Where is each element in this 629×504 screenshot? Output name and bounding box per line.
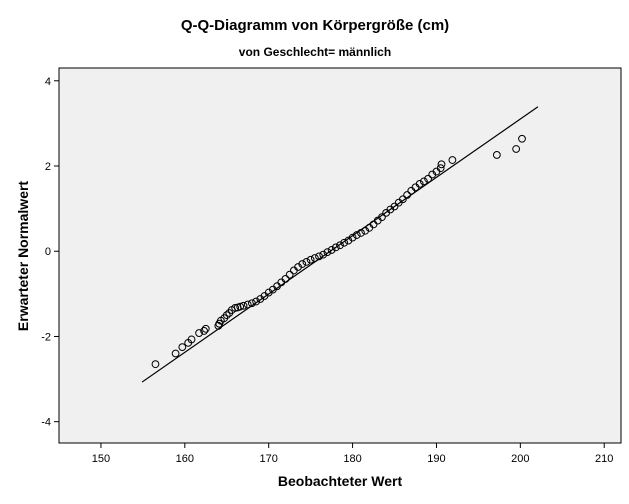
x-tick-label: 160 bbox=[176, 453, 194, 465]
data-point bbox=[195, 329, 203, 337]
y-axis: 4 2 0 -2 -4 bbox=[41, 76, 59, 429]
x-tick-label: 170 bbox=[260, 453, 278, 465]
y-tick-label: -4 bbox=[41, 417, 51, 429]
data-point bbox=[415, 180, 424, 188]
data-point bbox=[281, 275, 290, 283]
data-point bbox=[448, 156, 457, 164]
reference-line bbox=[141, 106, 539, 383]
data-point bbox=[518, 134, 526, 143]
data-point bbox=[248, 299, 256, 308]
chart-subtitle: von Geschlecht= männlich bbox=[239, 45, 391, 59]
data-point bbox=[239, 301, 248, 310]
data-point bbox=[201, 324, 210, 333]
data-point bbox=[327, 246, 336, 254]
x-axis: 150 160 170 180 190 200 210 bbox=[92, 443, 613, 465]
data-point bbox=[319, 250, 328, 259]
data-point bbox=[419, 177, 428, 186]
data-point bbox=[171, 349, 180, 358]
data-point bbox=[151, 360, 160, 369]
plot-area bbox=[58, 67, 622, 444]
data-point bbox=[378, 213, 386, 222]
x-axis-label: Beobachteter Wert bbox=[278, 473, 403, 489]
x-tick-label: 150 bbox=[92, 453, 110, 465]
data-point bbox=[512, 145, 521, 153]
data-point bbox=[252, 297, 261, 306]
data-point bbox=[390, 202, 399, 211]
data-point bbox=[222, 311, 231, 320]
data-point bbox=[340, 238, 349, 247]
data-point bbox=[187, 335, 196, 344]
chart-title: Q-Q-Diagramm von Körpergröße (cm) bbox=[181, 17, 449, 34]
data-point bbox=[492, 151, 501, 159]
y-tick-label: 0 bbox=[45, 246, 51, 258]
data-point bbox=[424, 174, 432, 183]
data-point bbox=[306, 255, 315, 264]
data-points bbox=[151, 134, 526, 369]
x-tick-label: 210 bbox=[595, 453, 613, 465]
data-point bbox=[331, 243, 340, 252]
x-tick-label: 180 bbox=[343, 453, 361, 465]
data-point bbox=[302, 257, 311, 266]
data-point bbox=[200, 327, 209, 335]
data-point bbox=[437, 160, 446, 169]
data-point bbox=[285, 270, 294, 279]
data-point bbox=[403, 191, 412, 199]
data-point bbox=[178, 343, 187, 352]
data-point bbox=[323, 248, 332, 256]
x-tick-label: 190 bbox=[427, 453, 445, 465]
data-point bbox=[352, 231, 361, 239]
data-point bbox=[243, 300, 252, 309]
data-point bbox=[436, 164, 445, 173]
data-point bbox=[348, 233, 357, 242]
x-tick-label: 200 bbox=[511, 453, 529, 465]
data-point bbox=[357, 229, 365, 237]
data-point bbox=[369, 220, 378, 229]
data-point bbox=[273, 282, 281, 291]
y-tick-label: 4 bbox=[45, 76, 51, 88]
data-point bbox=[315, 252, 323, 261]
y-axis-label: Erwarteter Normalwert bbox=[15, 181, 31, 332]
data-point bbox=[298, 260, 307, 268]
data-point bbox=[399, 195, 407, 204]
data-point bbox=[236, 302, 245, 311]
y-tick-label: -2 bbox=[41, 331, 51, 343]
y-tick-label: 2 bbox=[45, 161, 51, 173]
data-point bbox=[310, 254, 319, 262]
data-point bbox=[336, 241, 344, 250]
